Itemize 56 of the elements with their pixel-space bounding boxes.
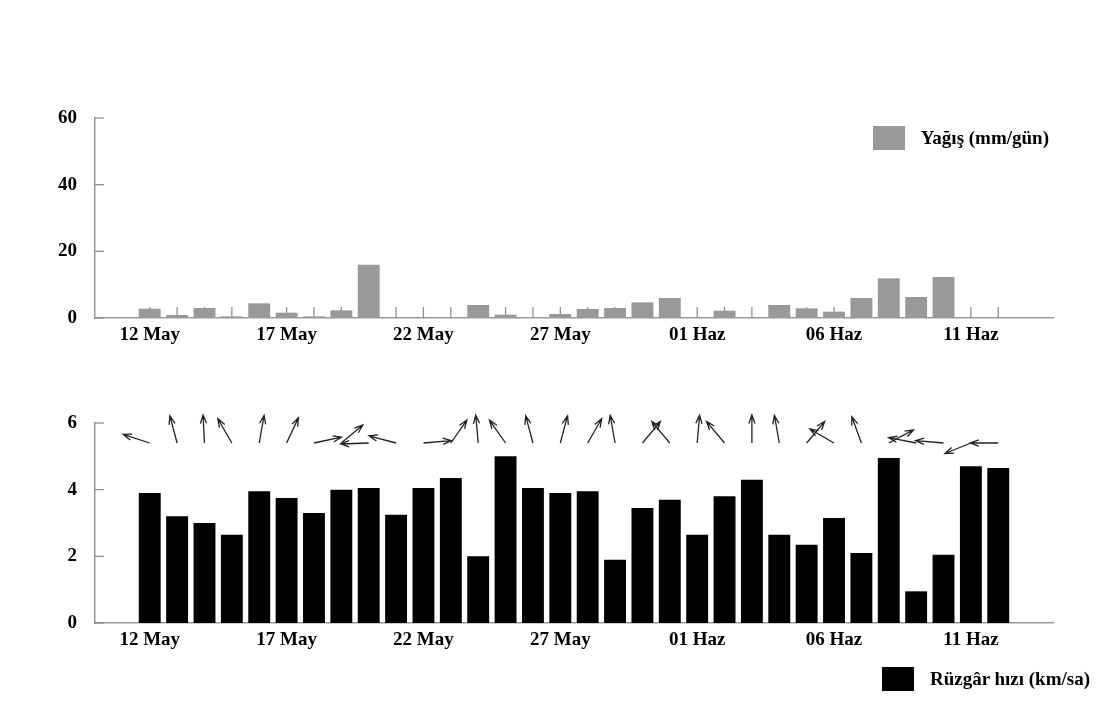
bar <box>631 508 654 623</box>
bar <box>385 514 408 623</box>
y-tick-label: 0 <box>67 610 77 632</box>
x-tick-label: 06 Haz <box>805 628 863 650</box>
bar <box>193 523 216 623</box>
bar <box>220 534 243 623</box>
bar <box>658 499 681 623</box>
x-tick-label: 01 Haz <box>668 628 726 650</box>
bar <box>576 491 599 623</box>
bar <box>494 456 517 623</box>
y-tick-label: 40 <box>58 172 77 194</box>
bar <box>686 534 709 623</box>
x-tick-label: 12 May <box>119 323 181 345</box>
bar <box>303 513 325 623</box>
bar <box>877 458 900 623</box>
x-tick-label: 27 May <box>529 323 592 345</box>
x-tick-label: 01 Haz <box>668 323 726 345</box>
x-tick-label: 06 Haz <box>805 323 863 345</box>
y-tick-label: 4 <box>67 477 78 499</box>
y-tick-label: 2 <box>67 544 77 566</box>
legend-label: Yağış (mm/gün) <box>920 127 1049 149</box>
bar <box>768 534 791 623</box>
bar <box>467 556 490 623</box>
bar <box>987 468 1010 623</box>
x-tick-label: 12 May <box>119 628 181 650</box>
bar <box>713 496 736 623</box>
x-tick-label: 17 May <box>256 628 318 650</box>
y-tick-label: 6 <box>67 410 77 432</box>
bar <box>330 489 353 623</box>
bar <box>795 544 818 623</box>
bar <box>604 559 627 623</box>
bar <box>275 498 298 623</box>
bar <box>740 479 763 623</box>
bar <box>905 591 928 623</box>
bar <box>850 553 873 623</box>
legend-label: Rüzgâr hızı (km/sa) <box>929 668 1090 690</box>
bar <box>549 493 572 623</box>
x-tick-label: 11 Haz <box>943 628 1000 650</box>
bar <box>357 488 380 623</box>
y-tick-label: 60 <box>58 105 77 127</box>
bar <box>521 488 544 623</box>
x-tick-label: 17 May <box>256 323 318 345</box>
bar <box>439 478 462 623</box>
x-tick-label: 11 Haz <box>943 323 1000 345</box>
x-tick-label: 27 May <box>529 628 592 650</box>
bar <box>138 493 161 623</box>
bar <box>248 491 271 623</box>
bar <box>959 466 982 623</box>
y-tick-label: 20 <box>58 239 77 261</box>
bar <box>932 554 955 623</box>
bar <box>166 516 189 623</box>
y-tick-label: 0 <box>67 305 77 327</box>
x-tick-label: 22 May <box>393 323 455 345</box>
bar <box>412 488 435 623</box>
bar <box>823 518 845 623</box>
x-tick-label: 22 May <box>393 628 455 650</box>
